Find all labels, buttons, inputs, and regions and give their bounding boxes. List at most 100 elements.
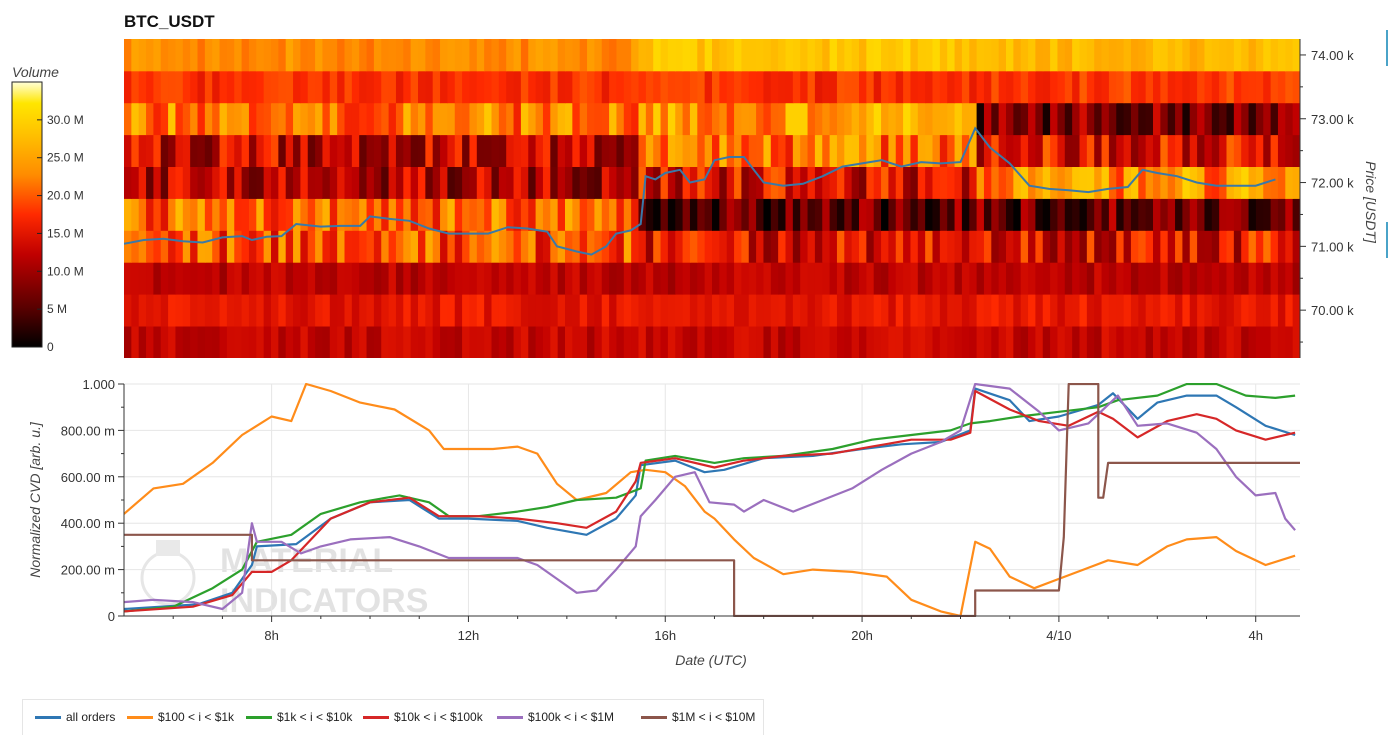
legend-item[interactable]: all orders	[35, 710, 115, 724]
heatmap-cell	[469, 70, 478, 104]
heatmap-cell	[704, 166, 713, 199]
heatmap-cell	[976, 326, 985, 358]
heatmap-cell	[1035, 70, 1044, 104]
heatmap-cell	[1292, 134, 1300, 167]
heatmap-cell	[689, 326, 698, 358]
heatmap-cell	[307, 294, 316, 327]
heatmap-cell	[785, 262, 794, 295]
heatmap-cell	[418, 166, 426, 199]
heatmap-cell	[689, 198, 698, 231]
heatmap-cell	[807, 134, 816, 167]
heatmap-cell	[418, 39, 426, 72]
heatmap-cell	[836, 166, 845, 199]
heatmap-cell	[976, 230, 985, 263]
heatmap-cell	[440, 326, 448, 358]
heatmap-cell	[697, 230, 706, 263]
heatmap-cell	[601, 134, 610, 167]
heatmap-cell	[454, 102, 463, 136]
legend-swatch	[363, 715, 389, 719]
heatmap-cell	[572, 70, 581, 104]
heatmap-cell	[623, 230, 632, 263]
legend-item[interactable]: $100 < i < $1k	[127, 710, 234, 724]
heatmap-cell	[1064, 326, 1073, 358]
heatmap-cell	[616, 134, 625, 167]
heatmap-cell	[1020, 198, 1029, 231]
heatmap-cell	[1189, 326, 1198, 358]
legend-item[interactable]: $10k < i < $100k	[363, 710, 483, 724]
heatmap-cell	[1145, 102, 1154, 136]
heatmap-cell	[932, 230, 941, 263]
heatmap-cell	[1116, 70, 1125, 104]
heatmap-cell	[1189, 102, 1198, 136]
legend-item[interactable]: $1M < i < $10M	[641, 710, 755, 724]
heatmap-cell	[160, 166, 169, 199]
heatmap-cell	[704, 198, 713, 231]
heatmap-cell	[300, 134, 309, 167]
heatmap-cell	[851, 326, 860, 358]
heatmap-cell	[175, 102, 184, 136]
heatmap-cell	[756, 134, 765, 167]
heatmap-cell	[822, 70, 831, 104]
heatmap-cell	[1116, 262, 1125, 295]
heatmap-cell	[873, 262, 882, 295]
heatmap-cell	[476, 230, 485, 263]
heatmap-cell	[381, 70, 390, 104]
heatmap-cell	[359, 134, 368, 167]
heatmap-cell	[763, 39, 772, 72]
legend-item[interactable]: $100k < i < $1M	[497, 710, 614, 724]
heatmap-cell	[704, 326, 713, 358]
heatmap-cell	[969, 102, 978, 136]
heatmap-cell	[329, 326, 338, 358]
heatmap-cell	[844, 102, 853, 136]
heatmap-cell	[1204, 166, 1213, 199]
heatmap-cell	[778, 294, 787, 327]
heatmap-cell	[498, 70, 507, 104]
heatmap-cell	[1094, 102, 1103, 136]
heatmap-cell	[1292, 262, 1300, 295]
heatmap-cell	[653, 134, 662, 167]
heatmap-cell	[932, 198, 941, 231]
heatmap-cell	[197, 294, 206, 327]
heatmap-cell	[895, 230, 904, 263]
heatmap-cell	[1050, 294, 1059, 327]
heatmap-cell	[895, 102, 904, 136]
heatmap-cell	[248, 230, 257, 263]
heatmap-cell	[520, 198, 529, 231]
heatmap-cell	[770, 326, 779, 358]
heatmap-cell	[1263, 102, 1272, 136]
heatmap-cell	[256, 294, 265, 327]
heatmap-cell	[1013, 39, 1022, 72]
heatmap-cell	[513, 326, 522, 358]
heatmap-cell	[329, 39, 338, 72]
heatmap-cell	[462, 166, 471, 199]
heatmap-cell	[1241, 166, 1250, 199]
heatmap-cell	[807, 198, 816, 231]
legend-item[interactable]: $1k < i < $10k	[246, 710, 352, 724]
heatmap-cell	[638, 102, 647, 136]
heatmap-cell	[425, 326, 434, 358]
heatmap-cell	[300, 102, 309, 136]
heatmap-cell	[146, 102, 154, 136]
heatmap-cell	[219, 166, 228, 199]
heatmap-cell	[903, 134, 912, 167]
heatmap-cell	[1101, 166, 1110, 199]
heatmap-cell	[756, 70, 765, 104]
heatmap-cell	[873, 70, 882, 104]
heatmap-cell	[1108, 230, 1117, 263]
heatmap-cell	[153, 294, 162, 327]
heatmap-cell	[1175, 134, 1183, 167]
heatmap-cell	[1233, 326, 1242, 358]
heatmap-cell	[704, 262, 713, 295]
heatmap-cell	[836, 134, 845, 167]
heatmap-cell	[594, 294, 603, 327]
heatmap-cell	[881, 102, 889, 136]
heatmap-cell	[476, 166, 485, 199]
heatmap-cell	[601, 166, 610, 199]
heatmap-cell	[925, 326, 934, 358]
heatmap-cell	[682, 102, 691, 136]
heatmap-cell	[182, 134, 191, 167]
heatmap-cell	[1248, 198, 1257, 231]
heatmap-cell	[1108, 39, 1117, 72]
